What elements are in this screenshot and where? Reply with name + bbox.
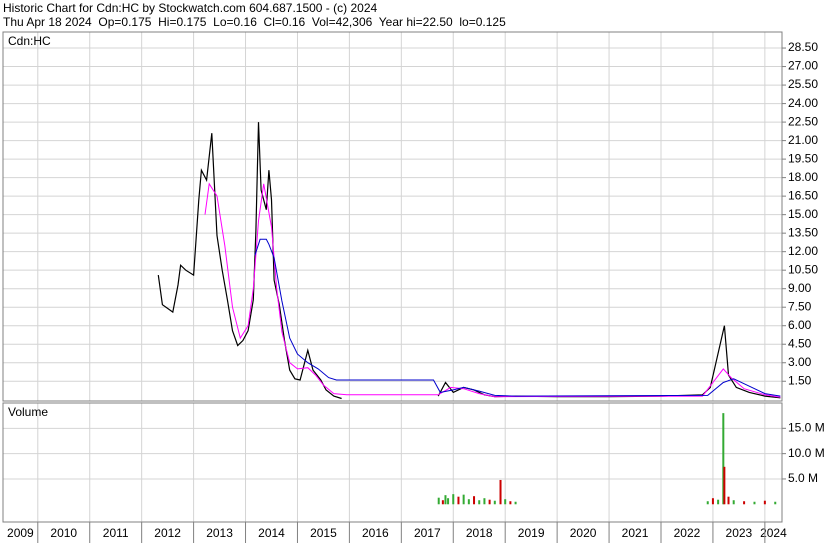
volume-bar — [478, 500, 481, 505]
y-tick-label: 19.50 — [788, 151, 818, 165]
y-tick-label: 21.00 — [788, 133, 818, 147]
volume-bar — [717, 499, 720, 505]
price-line — [254, 238, 781, 397]
y-tick-label: 7.50 — [788, 299, 812, 313]
volume-bar — [488, 499, 491, 505]
volume-bar — [514, 501, 517, 505]
y-tick-label: 9.00 — [788, 281, 812, 295]
y-tick-label: 10.0 M — [788, 446, 825, 460]
volume-bar — [711, 498, 714, 505]
y-tick-label: 28.50 — [788, 40, 818, 54]
x-tick-label: 2022 — [674, 526, 701, 540]
y-tick-label: 1.50 — [788, 373, 812, 387]
volume-bar — [473, 496, 476, 505]
y-tick-label: 10.50 — [788, 262, 818, 276]
volume-bar — [706, 501, 709, 505]
y-tick-label: 12.00 — [788, 244, 818, 258]
panel-label: Cdn:HC — [8, 34, 51, 48]
panel-frame — [2, 402, 783, 523]
x-tick-label: 2010 — [50, 526, 77, 540]
volume-bar — [483, 498, 486, 505]
volume-bar — [441, 500, 444, 505]
y-tick-label: 25.50 — [788, 77, 818, 91]
y-tick-label: 15.00 — [788, 207, 818, 221]
x-tick-label: 2011 — [103, 526, 129, 540]
x-tick-label: 2024 — [760, 526, 787, 540]
chart-subtitle: Thu Apr 18 2024 Op=0.175 Hi=0.175 Lo=0.1… — [3, 15, 506, 29]
volume-bar — [493, 500, 496, 505]
volume-bar — [452, 494, 455, 505]
y-tick-label: 16.50 — [788, 188, 818, 202]
y-tick-label: 13.50 — [788, 225, 818, 239]
x-tick-label: 2016 — [362, 526, 389, 540]
y-tick-label: 18.00 — [788, 170, 818, 184]
x-tick-label: 2012 — [154, 526, 181, 540]
panel-label: Volume — [8, 405, 48, 419]
x-tick-label: 2017 — [414, 526, 441, 540]
y-tick-label: 22.50 — [788, 114, 818, 128]
volume-bar — [727, 496, 730, 505]
volume-bar — [753, 501, 756, 505]
y-tick-label: 6.00 — [788, 318, 812, 332]
volume-bar — [743, 501, 746, 505]
volume-bar — [509, 501, 512, 505]
y-tick-label: 24.00 — [788, 96, 818, 110]
volume-bar — [499, 479, 502, 505]
panel-frame — [2, 31, 783, 402]
volume-bar — [457, 496, 460, 505]
x-tick-label: 2021 — [622, 526, 649, 540]
volume-bar — [722, 413, 725, 505]
x-tick-label: 2009 — [7, 526, 34, 540]
y-tick-label: 5.0 M — [788, 471, 818, 485]
x-tick-label: 2014 — [258, 526, 285, 540]
volume-bar — [462, 494, 465, 505]
x-tick-label: 2013 — [206, 526, 233, 540]
volume-bar — [504, 499, 507, 505]
volume-bar — [763, 500, 766, 505]
x-tick-label: 2015 — [310, 526, 337, 540]
volume-bar — [774, 501, 777, 505]
chart-title: Historic Chart for Cdn:HC by Stockwatch.… — [3, 1, 377, 15]
volume-bar — [732, 500, 735, 505]
y-tick-label: 27.00 — [788, 59, 818, 73]
volume-bar — [467, 499, 470, 505]
volume-bar — [723, 466, 726, 505]
x-tick-label: 2020 — [570, 526, 597, 540]
y-tick-label: 4.50 — [788, 336, 812, 350]
y-tick-label: 15.0 M — [788, 420, 825, 434]
x-tick-label: 2023 — [726, 526, 753, 540]
volume-bar — [447, 498, 450, 505]
volume-bar — [437, 497, 440, 505]
y-tick-label: 3.00 — [788, 355, 812, 369]
x-tick-label: 2019 — [518, 526, 545, 540]
x-tick-label: 2018 — [466, 526, 493, 540]
price-line — [204, 182, 781, 398]
volume-bar — [444, 495, 447, 505]
